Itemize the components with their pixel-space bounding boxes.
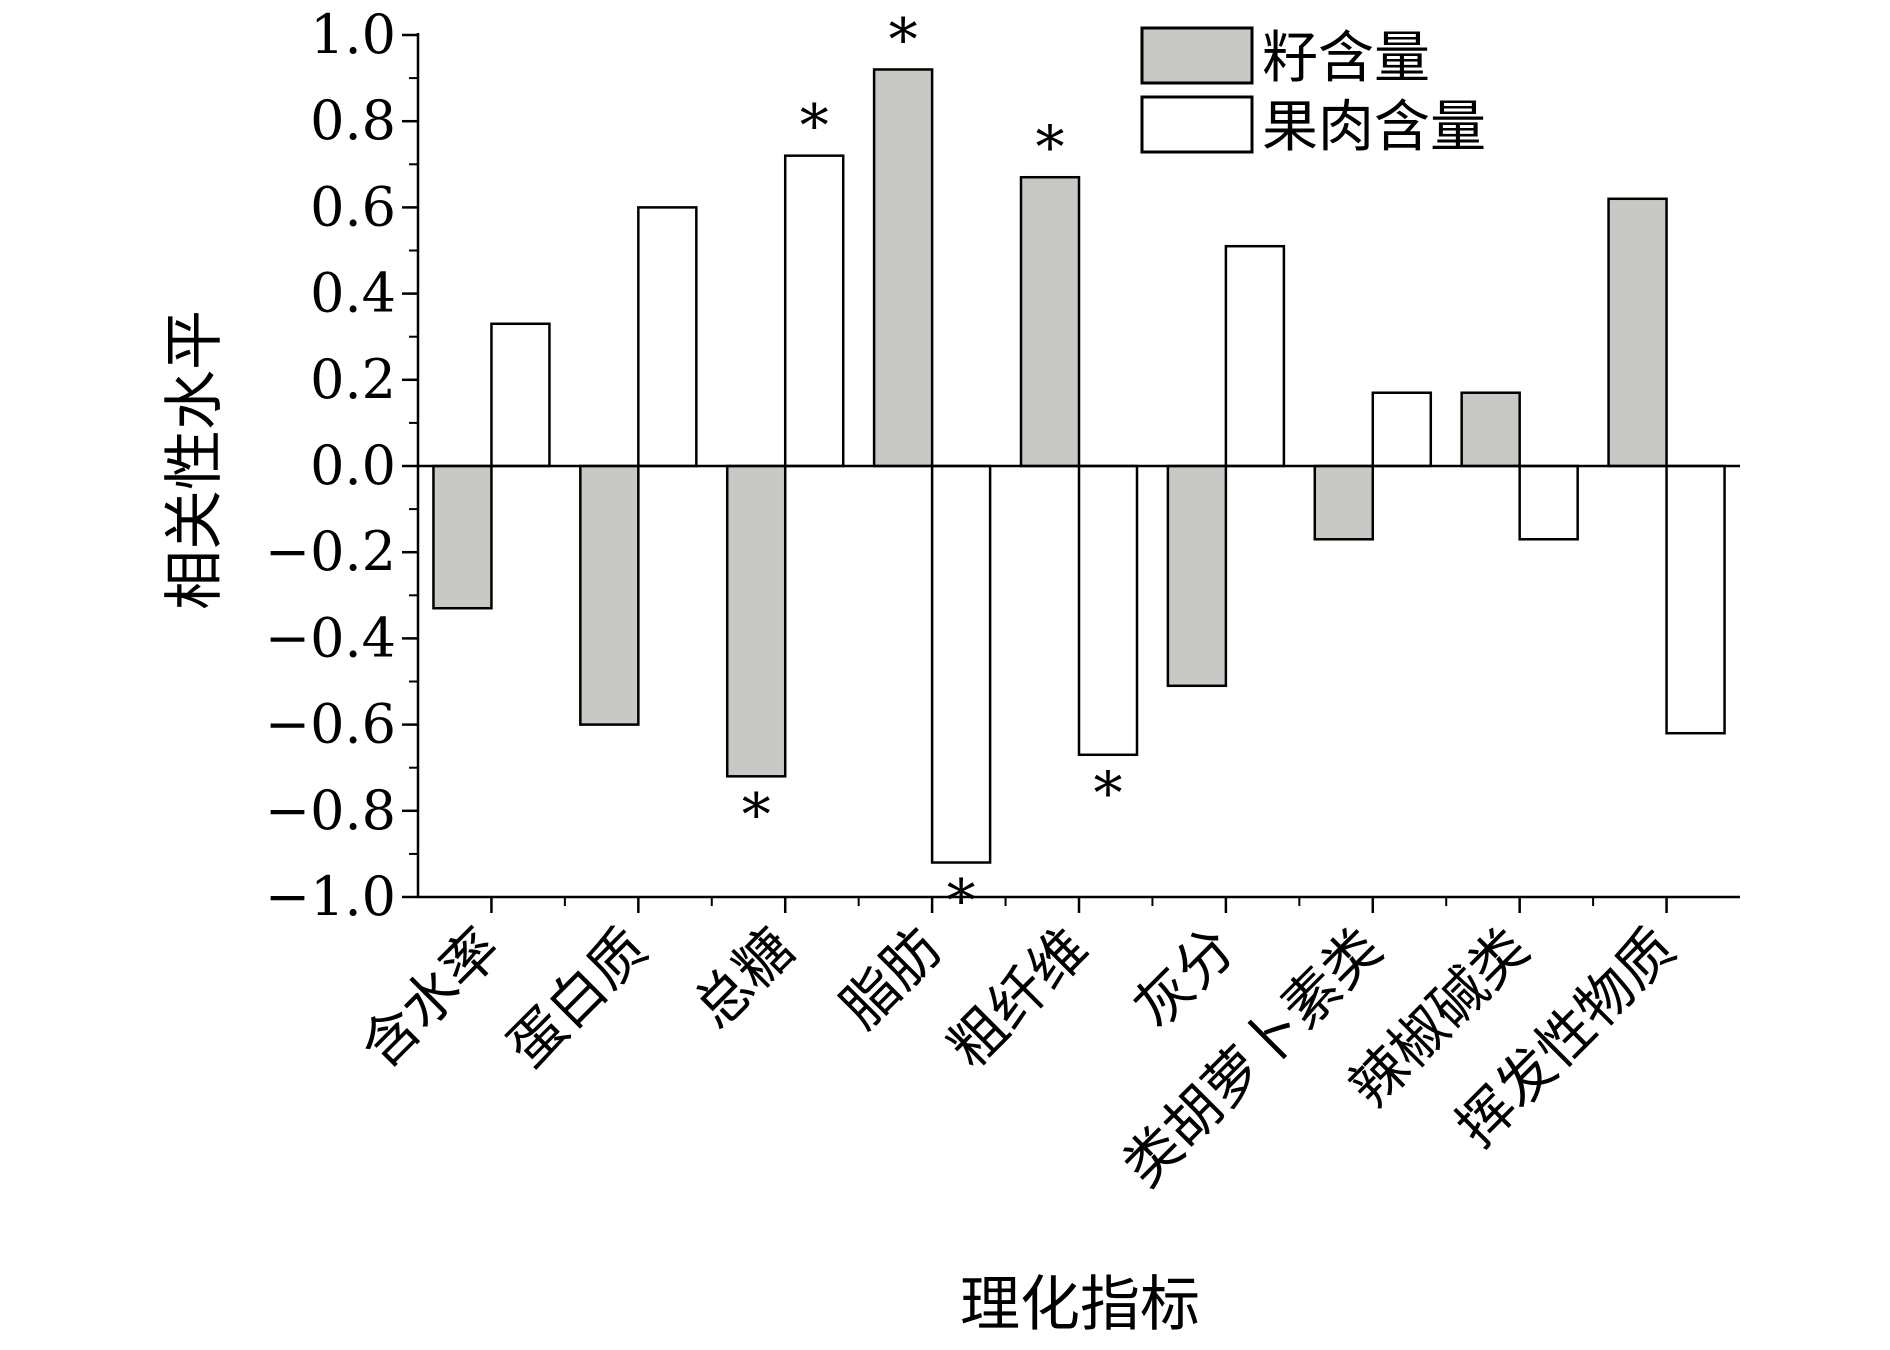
y-axis-title: 相关性水平 [160, 310, 230, 610]
y-tick-label: −0.6 [265, 693, 396, 756]
bar-s0-3 [872, 68, 934, 468]
x-category-label: 含水率 [349, 916, 514, 1081]
y-tick-label: −1.0 [265, 865, 396, 928]
legend: 籽含量 果肉含量 [1140, 26, 1486, 160]
legend-label-seed: 籽含量 [1262, 26, 1430, 91]
bar-s1-7 [1518, 464, 1579, 541]
significance-marker: * [1094, 759, 1123, 827]
x-category-label: 粗纤维 [936, 916, 1101, 1081]
bar-s1-2 [783, 154, 845, 468]
y-tick-label: 0.4 [310, 262, 396, 325]
y-tick-label: 0.6 [310, 175, 396, 238]
bar-s1-1 [637, 206, 698, 468]
bar-s0-8 [1607, 197, 1668, 468]
legend-label-pulp: 果肉含量 [1262, 95, 1486, 160]
significance-marker: * [889, 5, 918, 73]
bar-s0-1 [579, 464, 640, 726]
bar-s0-7 [1460, 391, 1521, 468]
bar-s1-6 [1371, 391, 1433, 468]
y-tick-label: −0.2 [265, 520, 396, 583]
bar-s0-0 [432, 464, 493, 610]
significance-marker: * [742, 780, 771, 848]
bar-s0-5 [1166, 464, 1228, 688]
bar-s1-3 [930, 464, 992, 864]
bar-s1-8 [1665, 464, 1726, 735]
plot-area: * * * * * * 1.0 0.8 0.6 0.4 0.2 0.0 −0.2 −0.4 −0.6 −0.8… [265, 3, 1740, 1199]
bar-s1-4 [1077, 464, 1139, 757]
legend-swatch-seed [1140, 26, 1254, 85]
y-tick-label: 0.2 [310, 348, 396, 411]
x-category-label: 类胡萝卜素类 [1111, 916, 1395, 1200]
bar-s0-2 [725, 464, 787, 778]
significance-marker: * [800, 92, 829, 160]
bar-s0-6 [1313, 464, 1375, 541]
y-tick-label: 0.8 [310, 89, 396, 152]
significance-marker: * [947, 867, 976, 935]
x-axis-title: 理化指标 [960, 1270, 1200, 1340]
x-category-label: 蛋白质 [495, 916, 660, 1081]
bar-s1-5 [1224, 244, 1286, 468]
y-tick-label: 1.0 [310, 3, 396, 66]
bar-s0-4 [1019, 175, 1081, 468]
y-tick-label: −0.4 [265, 606, 396, 669]
x-category-label: 脂肪 [829, 916, 954, 1041]
significance-marker: * [1036, 113, 1065, 181]
y-tick-label: −0.8 [265, 779, 396, 842]
y-tick-label: 0.0 [310, 434, 396, 497]
x-category-label: 总糖 [682, 916, 807, 1041]
bar-s1-0 [490, 322, 551, 468]
x-category-label: 灰分 [1123, 916, 1248, 1041]
legend-swatch-pulp [1140, 95, 1254, 154]
